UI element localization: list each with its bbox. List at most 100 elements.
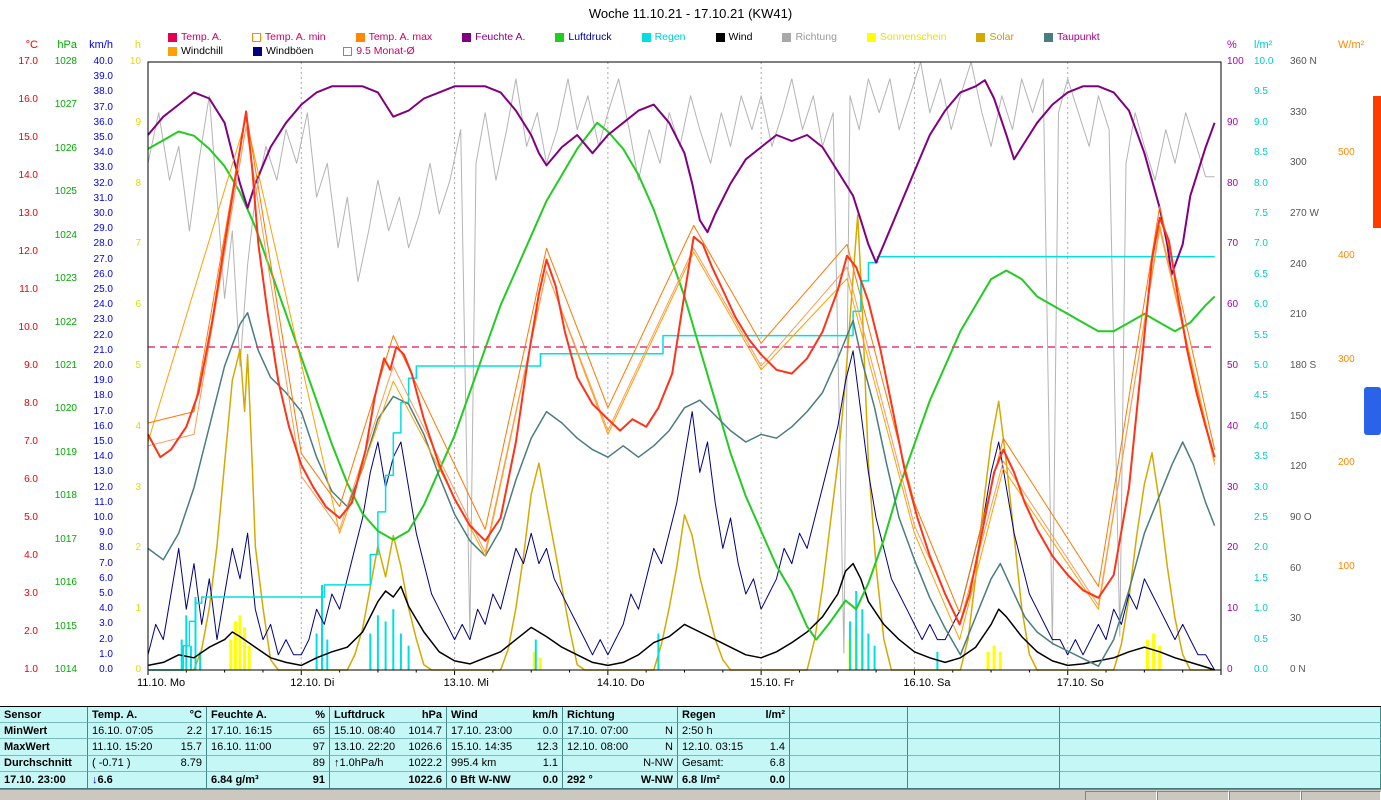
axis-unit-kmh: km/h [89,39,113,51]
stats-cell: 17.10. 23:00 0.0 [447,723,563,740]
stats-cell: Temp. A. °C [88,707,207,724]
axis-tick: 1.5 [1254,572,1268,584]
legend-item-solar[interactable]: Solar [976,31,1014,43]
stats-cell-text: 15.10. 08:40 [334,724,396,737]
axis-tick: 50 [1227,360,1239,371]
axis-tick: 2.0 [24,626,38,637]
axis-tick: 500 [1338,146,1355,158]
stats-cell-text: 15.10. 14:35 [451,740,513,753]
legend-item-temp-a-min[interactable]: Temp. A. min [251,31,326,43]
stats-cell [790,771,908,788]
axis-tick: 120 [1290,461,1307,473]
stats-cell [1060,739,1381,756]
legend-label: Richtung [795,31,837,43]
stats-table: Sensor Temp. A. °C Feuchte A.% Luftdruck hPa W… [0,706,1381,789]
axis-tick: 13.0 [93,466,113,478]
stats-cell: ↓6.6 [88,771,207,788]
series-temp-max [147,110,1216,614]
stats-cell-text: 292 ° [567,773,593,786]
axis-tick: 2.0 [1254,542,1268,554]
legend-item-luftdruck[interactable]: Luftdruck [555,31,612,43]
stats-cell: 16.10. 11:00 97 [207,739,330,756]
legend-item-richtung[interactable]: Richtung [782,31,837,43]
stats-cell-text: ↑1.0hPa/h [334,757,384,770]
legend-swatch [555,32,565,42]
stats-cell-value: 1026.6 [408,740,442,753]
legend-label: Windchill [181,45,224,57]
stats-cell-value: 12.3 [536,740,558,753]
stats-row-label: MinWert [0,723,88,740]
axis-tick: 21.0 [93,344,113,356]
legend-swatch [462,32,472,42]
legend-swatch [168,32,177,42]
legend-swatch [866,32,876,42]
axis-tick: 16.0 [93,420,113,432]
axis-tick: 1017 [54,533,77,545]
axis-tick: 30.0 [93,208,113,219]
axis-tick: 5.0 [99,588,113,599]
stats-cell: 292 ° W-NW [563,771,678,788]
series-windchill [147,118,1216,641]
axis-tick: 8.5 [1254,147,1268,159]
legend-label: 9.5 Monat-Ø [356,45,415,57]
stats-cell-text: 0 Bft W-NW [451,773,511,786]
legend-item-taupunkt[interactable]: Taupunkt [1044,31,1100,43]
axis-tick: 150 [1290,410,1307,422]
stats-cell: 15.10. 08:40 1014.7 [330,723,447,740]
axis-tick: 14.0 [93,451,113,463]
legend-item-wind[interactable]: Wind [715,31,752,43]
stats-cell-value: N [665,724,673,737]
axis-tick: 0 N [1290,664,1306,675]
axis-tick: 3.0 [24,588,38,599]
stats-cell-text: Richtung [567,708,615,721]
legend-swatch [641,32,651,42]
axis-tick: 1 [135,603,141,615]
axis-tick: 38.0 [93,86,113,98]
axis-tick: 4.5 [1254,390,1268,402]
axis-tick: 9 [135,116,141,128]
legend-item-windb-en[interactable]: Windböen [253,45,313,57]
axis-tick: 80 [1227,177,1239,189]
legend-item-regen[interactable]: Regen [641,31,686,43]
legend-swatch [168,46,177,56]
axis-tick: 400 [1338,250,1355,262]
axis-tick: 12.0 [93,481,113,493]
axis-tick: 300 [1338,353,1355,365]
axis-tick: 1015 [54,620,77,632]
axis-tick: 10.0 [1254,56,1274,67]
status-cell [1301,791,1381,800]
stats-cell-value: W-NW [640,773,673,786]
plot-border [147,61,1222,671]
axis-tick: 40 [1227,420,1239,432]
axis-tick: 0 [1227,664,1233,675]
axis-tick: 1.0 [99,648,113,660]
stats-cell-value: 6.6 [97,773,113,786]
legend-item-sonnenschein[interactable]: Sonnenschein [866,31,946,43]
stats-cell-text: 6.8 l/m² [682,773,720,786]
stats-cell-text: Luftdruck [334,708,385,721]
legend-label: Luftdruck [568,31,612,43]
axis-unit-Wm: W/m² [1338,39,1365,51]
stats-cell [1060,771,1381,788]
axis-tick: 4.0 [99,603,113,615]
axis-tick: 7.0 [99,557,113,569]
stats-cell: ↑1.0hPa/h 1022.2 [330,755,447,772]
legend-item-temp-a-max[interactable]: Temp. A. max [355,31,432,43]
axis-tick: 4 [135,420,141,432]
axis-tick: 300 [1290,157,1307,169]
axis-tick: 6.5 [1254,268,1268,280]
legend-label: Feuchte A. [475,31,526,43]
legend-item-temp-a-[interactable]: Temp. A. [168,31,222,43]
axis-tick: 3.0 [99,618,113,630]
stats-cell: Regen l/m² [678,707,790,724]
axis-tick: 39.0 [93,71,113,83]
legend-item-feuchte-a-[interactable]: Feuchte A. [462,31,525,43]
stats-cell-value: N [665,740,673,753]
arrow-down-icon: ↓ [92,773,98,786]
stats-cell-text: 17.10. 16:15 [211,724,273,737]
legend-item-windchill[interactable]: Windchill [168,45,223,57]
stats-cell: 6.8 l/m² 0.0 [678,771,790,788]
axis-tick: 32.0 [93,177,113,189]
legend-item-9-5-monat-[interactable]: 9.5 Monat-Ø [343,45,415,57]
stats-cell: 2:50 h [678,723,790,740]
